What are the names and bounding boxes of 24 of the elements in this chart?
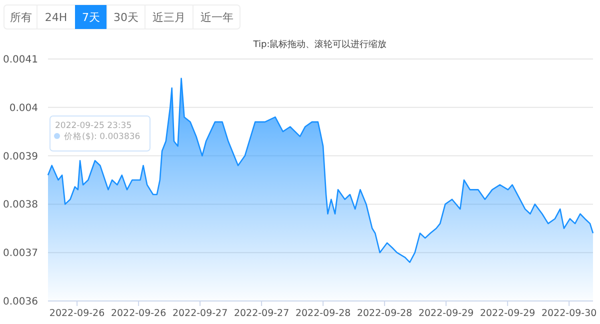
x-tick-label: 2022-09-27: [172, 308, 228, 319]
y-tick-label: 0.0037: [3, 248, 38, 260]
x-tick-label: 2022-09-26: [49, 308, 105, 319]
x-tick-label: 2022-09-26: [110, 308, 166, 319]
text: 近一年: [200, 11, 234, 24]
text: 30天: [114, 11, 138, 24]
annotation: 2022-09-25 23:35: [55, 121, 132, 131]
y-tick-label: 0.0038: [3, 200, 38, 211]
x-tick-label: 2022-09-29: [480, 308, 536, 319]
x-tick-label: 2022-09-27: [234, 308, 290, 319]
x-tick-label: 2022-09-28: [356, 308, 412, 319]
y-tick-label: 0.0039: [3, 151, 38, 162]
x-tick-label: 2022-09-28: [295, 308, 351, 319]
text: 24H: [44, 11, 68, 24]
y-tick-label: 0.0036: [3, 296, 38, 308]
chart-subtitle: Tip:鼠标拖动、滚轮可以进行缩放: [252, 39, 387, 50]
text: 7天: [82, 11, 100, 24]
y-tick-label: 0.0041: [3, 54, 38, 66]
text: 近三月: [152, 11, 186, 24]
annotation: 价格($): 0.003836: [63, 131, 140, 142]
x-tick-label: 2022-09-30: [541, 308, 597, 319]
y-tick-label: 0.004: [9, 102, 38, 114]
text: 所有: [10, 11, 32, 24]
x-tick-label: 2022-09-29: [418, 308, 474, 319]
